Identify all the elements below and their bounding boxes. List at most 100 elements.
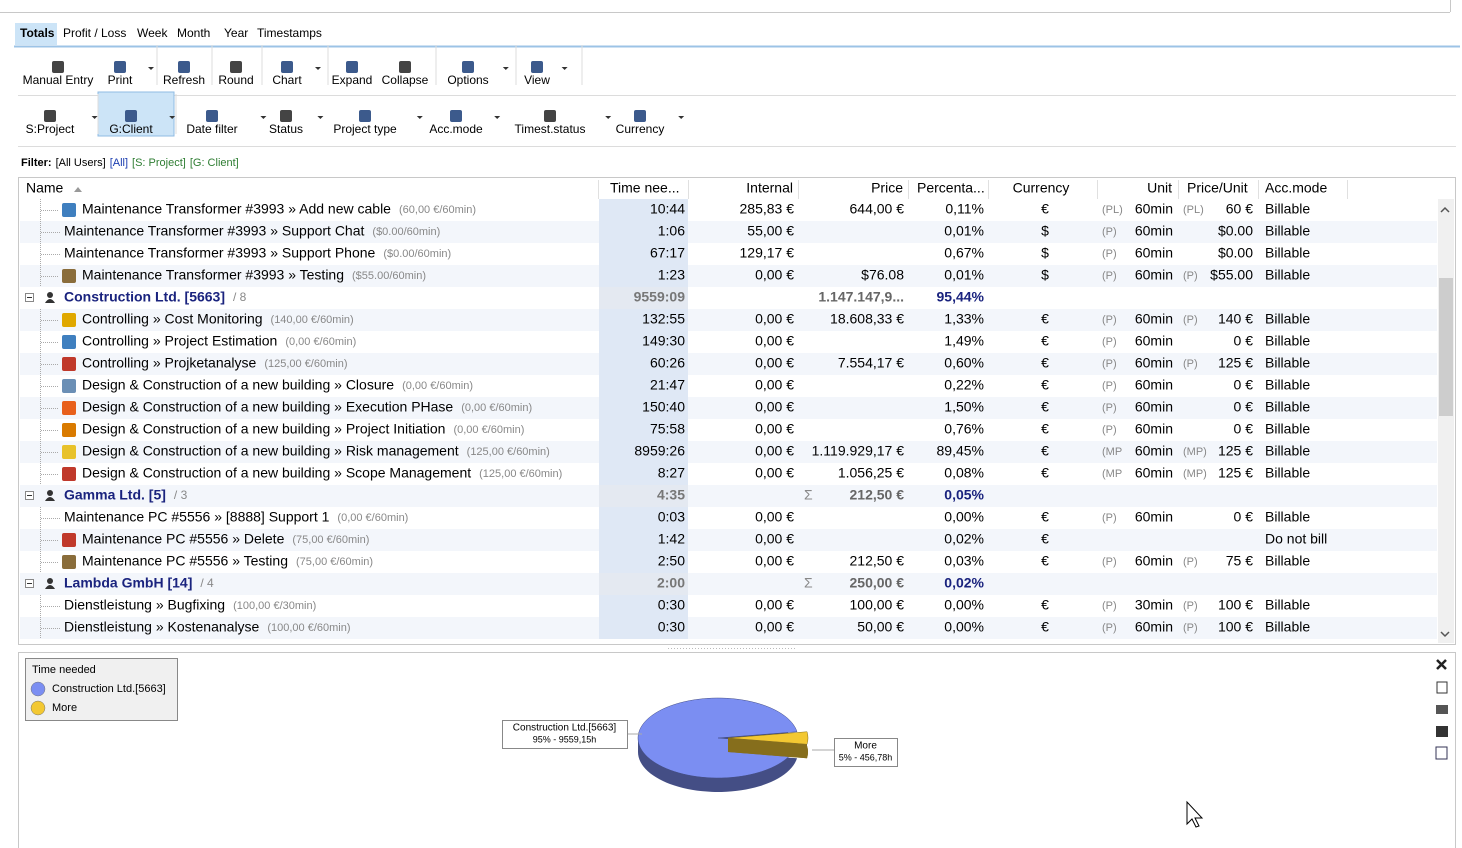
- print-icon[interactable]: [1436, 705, 1448, 714]
- button-label[interactable]: Currency: [616, 122, 665, 136]
- column-header[interactable]: Acc.mode: [1265, 180, 1327, 196]
- task-name[interactable]: Design & Construction of a new building …: [82, 377, 394, 393]
- button-icon[interactable]: [114, 61, 126, 73]
- close-icon[interactable]: [1436, 659, 1447, 670]
- legend-title: Time needed: [32, 664, 96, 676]
- task-name[interactable]: Controlling » Cost Monitoring: [82, 311, 263, 327]
- button-label[interactable]: Round: [218, 73, 253, 87]
- button-label[interactable]: Status: [269, 122, 303, 136]
- task-name[interactable]: Design & Construction of a new building …: [82, 421, 445, 437]
- dropdown-arrow[interactable]: [416, 116, 423, 119]
- button-label[interactable]: Project type: [333, 122, 397, 136]
- percent: 0,67%: [944, 245, 984, 261]
- dropdown-arrow[interactable]: [494, 116, 501, 119]
- button-label[interactable]: Collapse: [382, 73, 429, 87]
- button-icon[interactable]: [44, 110, 56, 122]
- tab[interactable]: Totals: [20, 26, 55, 40]
- dropdown-arrow[interactable]: [678, 116, 685, 119]
- button-icon[interactable]: [462, 61, 474, 73]
- button-icon[interactable]: [531, 61, 543, 73]
- dropdown-arrow[interactable]: [317, 116, 324, 119]
- dropdown-arrow[interactable]: [315, 67, 321, 70]
- task-name[interactable]: Maintenance Transformer #3993 » Support …: [64, 223, 365, 239]
- button-label[interactable]: Chart: [272, 73, 302, 87]
- scrollbar[interactable]: [1438, 199, 1454, 643]
- task-name[interactable]: Maintenance Transformer #3993 » Testing: [82, 267, 344, 283]
- task-name[interactable]: Dienstleistung » Kostenanalyse: [64, 619, 260, 635]
- ppu: 125 €: [1218, 443, 1253, 459]
- tab[interactable]: Timestamps: [257, 26, 322, 40]
- button-icon[interactable]: [281, 61, 293, 73]
- column-header[interactable]: Time nee...: [610, 180, 680, 196]
- dropdown-arrow[interactable]: [502, 67, 509, 70]
- button-label[interactable]: Options: [447, 73, 488, 87]
- task-name[interactable]: Maintenance Transformer #3993 » Add new …: [82, 201, 391, 217]
- task-name[interactable]: Maintenance Transformer #3993 » Support …: [64, 245, 376, 261]
- button-label[interactable]: Manual Entry: [23, 73, 94, 87]
- acc-mode: Billable: [1265, 443, 1310, 459]
- tab[interactable]: Year: [224, 26, 248, 40]
- time-cell: [599, 243, 688, 265]
- button-label[interactable]: G:Client: [109, 122, 153, 136]
- button-icon[interactable]: [52, 61, 64, 73]
- task-name[interactable]: Design & Construction of a new building …: [82, 399, 453, 415]
- preview-icon[interactable]: [1436, 681, 1448, 694]
- tab[interactable]: Week: [137, 26, 168, 40]
- save-icon[interactable]: [1436, 726, 1448, 737]
- button-icon[interactable]: [125, 110, 137, 122]
- dropdown-arrow[interactable]: [605, 116, 612, 119]
- column-header[interactable]: Internal: [746, 180, 793, 196]
- dropdown-arrow[interactable]: [561, 67, 568, 70]
- dropdown-arrow[interactable]: [260, 116, 267, 119]
- button-icon[interactable]: [206, 110, 218, 122]
- ppu-prefix: (PL): [1183, 204, 1204, 216]
- price: 50,00 €: [857, 619, 904, 635]
- scrollbar-thumb[interactable]: [1439, 278, 1453, 416]
- column-header[interactable]: Unit: [1147, 180, 1172, 196]
- button-label[interactable]: View: [524, 73, 550, 87]
- tab[interactable]: Month: [177, 26, 210, 40]
- dropdown-arrow[interactable]: [169, 116, 176, 119]
- client-name[interactable]: Lambda GmbH [14]: [64, 575, 192, 591]
- button-icon[interactable]: [178, 61, 190, 73]
- button-label[interactable]: S:Project: [26, 122, 75, 136]
- task-name[interactable]: Controlling » Projketanalyse: [82, 355, 257, 371]
- button-icon[interactable]: [544, 110, 556, 122]
- button-label[interactable]: Date filter: [186, 122, 237, 136]
- tab[interactable]: Profit / Loss: [63, 26, 126, 40]
- button-icon[interactable]: [280, 110, 292, 122]
- button-icon[interactable]: [346, 61, 358, 73]
- button-icon[interactable]: [399, 61, 411, 73]
- client-name[interactable]: Construction Ltd. [5663]: [64, 289, 225, 305]
- scroll-up[interactable]: [1440, 206, 1450, 213]
- button-label[interactable]: Print: [108, 73, 133, 87]
- client-name[interactable]: Gamma Ltd. [5]: [64, 487, 166, 503]
- acc-mode: Do not bill: [1265, 531, 1327, 547]
- button-icon[interactable]: [359, 110, 371, 122]
- dropdown-arrow[interactable]: [91, 116, 98, 119]
- dropdown-arrow[interactable]: [148, 67, 154, 70]
- button-label[interactable]: Acc.mode: [429, 122, 483, 136]
- column-header[interactable]: Currency: [1013, 180, 1070, 196]
- scroll-down[interactable]: [1440, 631, 1450, 638]
- button-icon[interactable]: [450, 110, 462, 122]
- column-header[interactable]: Name: [26, 180, 64, 196]
- button-icon[interactable]: [230, 61, 242, 73]
- column-header[interactable]: Price/Unit: [1187, 180, 1248, 196]
- task-name[interactable]: Design & Construction of a new building …: [82, 465, 471, 481]
- button-label[interactable]: Timest.status: [515, 122, 586, 136]
- task-name[interactable]: Maintenance PC #5556 » Delete: [82, 531, 285, 547]
- column-header[interactable]: Percenta...: [917, 180, 985, 196]
- task-name[interactable]: Maintenance PC #5556 » [8888] Support 1: [64, 509, 330, 525]
- task-name[interactable]: Controlling » Project Estimation: [82, 333, 277, 349]
- button-label[interactable]: Refresh: [163, 73, 205, 87]
- column-header[interactable]: Price: [871, 180, 903, 196]
- copy-icon[interactable]: [1435, 746, 1448, 760]
- button-label[interactable]: Expand: [332, 73, 373, 87]
- button-icon[interactable]: [634, 110, 646, 122]
- task-name[interactable]: Design & Construction of a new building …: [82, 443, 459, 459]
- task-name[interactable]: Maintenance PC #5556 » Testing: [82, 553, 288, 569]
- unit-prefix: (P): [1102, 402, 1117, 414]
- task-name[interactable]: Dienstleistung » Bugfixing: [64, 597, 225, 613]
- active-tab[interactable]: [15, 23, 57, 45]
